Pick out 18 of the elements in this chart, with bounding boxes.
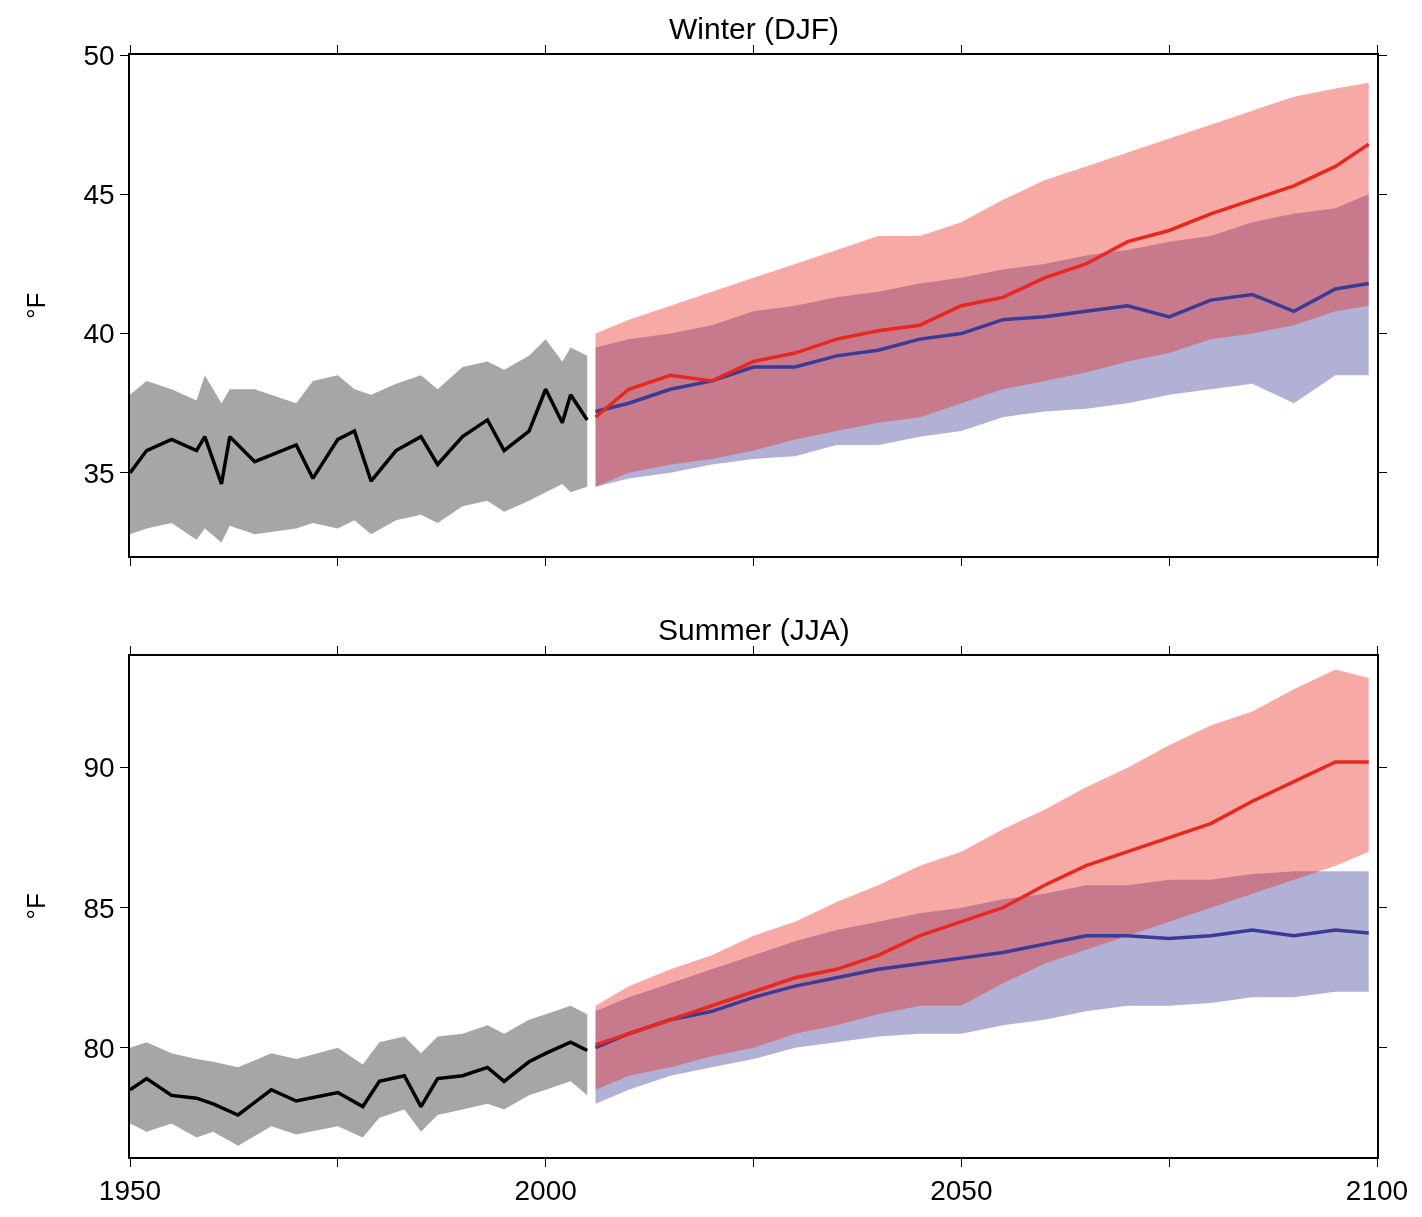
y-axis-title: °F xyxy=(21,292,52,319)
line-series xyxy=(593,142,1371,419)
y-tick-label: 35 xyxy=(83,457,115,489)
x-tick-label: 1950 xyxy=(98,1175,162,1207)
x-tick-label: 2100 xyxy=(1345,1175,1409,1207)
line-series xyxy=(593,281,1371,414)
y-tick-label: 85 xyxy=(83,892,115,924)
chart-title: Summer (JJA) xyxy=(658,613,850,646)
x-tick-label: 2050 xyxy=(930,1175,993,1207)
chart-title: Winter (DJF) xyxy=(669,12,839,45)
y-tick-label: 90 xyxy=(83,752,115,784)
y-tick-label: 45 xyxy=(83,179,115,211)
y-tick-label: 40 xyxy=(83,318,115,350)
y-tick-label: 50 xyxy=(83,39,115,71)
line-series xyxy=(593,760,1371,1047)
x-tick-label: 2000 xyxy=(514,1175,577,1207)
y-axis-title: °F xyxy=(21,893,52,920)
y-tick-label: 80 xyxy=(83,1032,115,1064)
